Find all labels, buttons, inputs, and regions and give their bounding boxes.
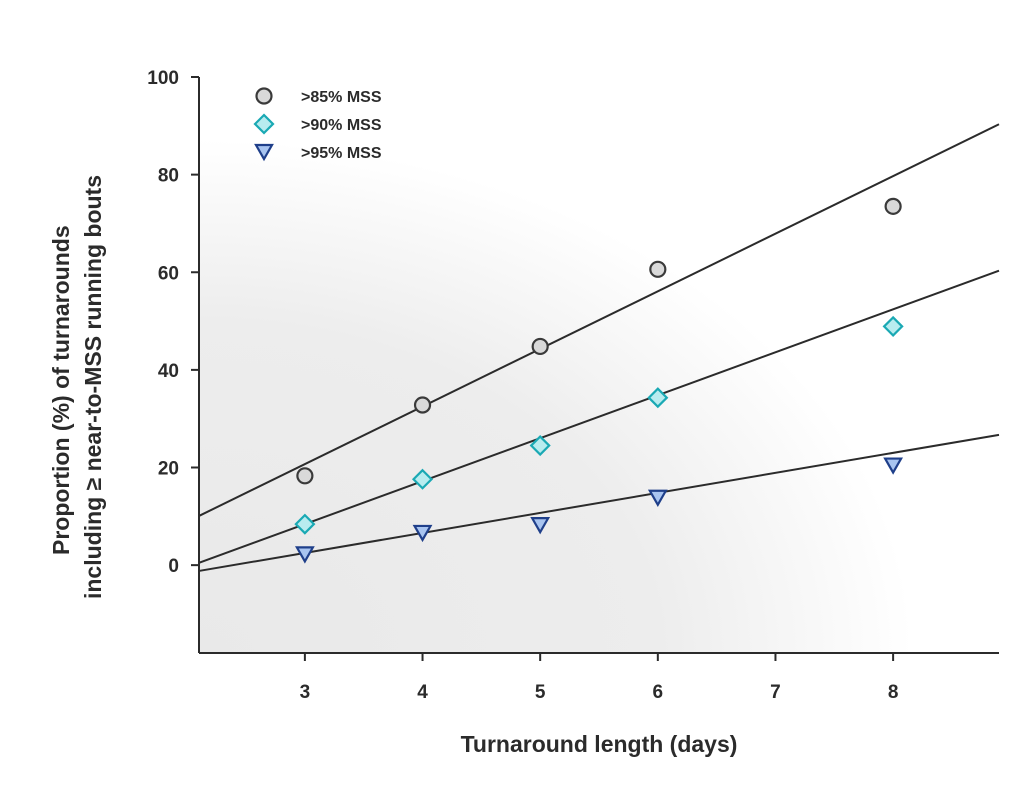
x-tick-label: 4	[417, 682, 428, 703]
data-point-series-3	[530, 517, 551, 535]
y-axis-title: Proportion (%) of turnarounds including …	[48, 175, 106, 599]
x-tick-label: 5	[535, 682, 546, 703]
legend: >85% MSS >90% MSS >95% MSS	[253, 87, 382, 162]
x-tick-label: 7	[770, 682, 781, 703]
fit-line-series-1	[198, 123, 1000, 517]
data-point-series-1	[649, 260, 667, 278]
axes: 0 20 40 60 80 100 3 4 5 6 7 8	[147, 68, 999, 703]
y-tick-label: 60	[158, 263, 179, 284]
markers	[294, 197, 904, 564]
data-point-series-1	[884, 197, 902, 215]
legend-marker-series-2	[253, 113, 275, 135]
y-tick-label: 20	[158, 459, 179, 480]
data-point-series-2	[529, 434, 551, 457]
fit-line-series-3	[198, 433, 1000, 572]
legend-label: >90% MSS	[301, 117, 382, 134]
y-tick-label: 40	[158, 361, 179, 382]
data-point-series-3	[883, 457, 904, 475]
data-point-series-2	[411, 468, 434, 490]
x-axis-title: Turnaround length (days)	[461, 731, 738, 757]
x-tick-label: 8	[888, 682, 899, 703]
x-tick-label: 6	[653, 682, 664, 703]
data-point-series-2	[647, 387, 669, 409]
y-axis-title-line-1: Proportion (%) of turnarounds	[48, 225, 74, 555]
y-axis-title-line-2: including ≥ near-to-MSS running bouts	[80, 175, 106, 599]
data-point-series-2	[294, 513, 316, 535]
y-tick-label: 100	[147, 68, 179, 89]
data-point-series-2	[882, 315, 904, 337]
legend-label: >85% MSS	[301, 89, 382, 106]
legend-label: >95% MSS	[301, 145, 382, 162]
data-point-series-1	[531, 337, 549, 356]
y-tick-label: 0	[168, 556, 179, 577]
data-point-series-3	[294, 546, 315, 564]
fit-lines	[198, 123, 1000, 572]
legend-marker-series-1	[255, 87, 273, 105]
data-point-series-3	[647, 489, 668, 507]
plot-background	[199, 77, 999, 653]
data-point-series-1	[413, 396, 432, 414]
data-point-series-1	[296, 467, 314, 485]
fit-line-series-2	[198, 269, 1000, 564]
x-tick-label: 3	[300, 682, 311, 703]
data-point-series-3	[412, 524, 433, 543]
legend-marker-series-3	[254, 143, 274, 162]
y-tick-label: 80	[158, 166, 179, 187]
